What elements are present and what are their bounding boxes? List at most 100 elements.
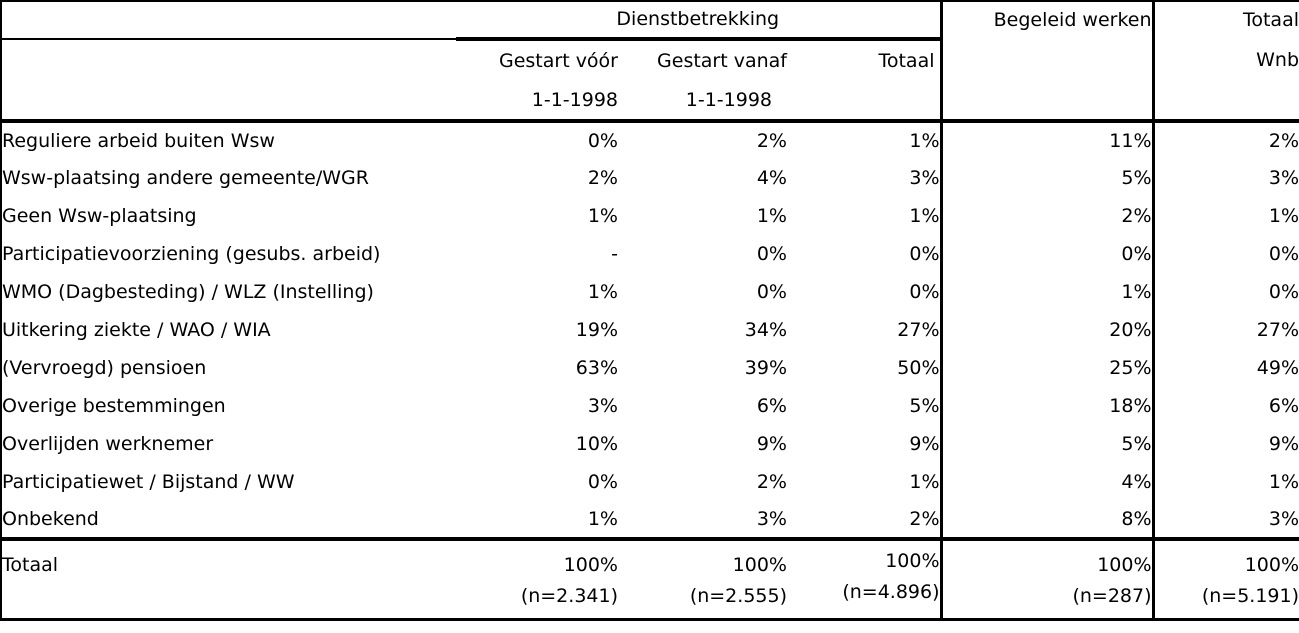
cell-gestart-voor: 2% [587,166,618,189]
empty-cell [939,39,1154,81]
footer-pct-gestart-voor: 100% [456,539,618,583]
cell-gestart-vanaf: 9% [756,432,787,455]
cell-totaal-wnb: 6% [1151,387,1299,425]
table-row: Participatiewet / Bijstand / WW 0% 2% 1%… [1,463,1299,501]
cell-gestart-voor: 63% [575,356,618,379]
row-label: Geen Wsw-plaatsing [2,204,197,227]
empty-corner-cell [1,1,456,40]
cell-gestart-voor: 1% [587,280,618,303]
row-label: Participatiewet / Bijstand / WW [2,470,295,493]
row-label: Uitkering ziekte / WAO / WIA [2,318,271,341]
cell-dienstbetrekking-totaal: 5% [909,394,940,417]
cell-begeleid-werken: 2% [939,197,1154,235]
cell-totaal-wnb: 1% [1151,197,1299,235]
cell-totaal-wnb: 1% [1151,463,1299,501]
table-row: Reguliere arbeid buiten Wsw 0% 2% 1% 11%… [1,121,1299,159]
cell-gestart-voor: 3% [587,394,618,417]
cell-dienstbetrekking-totaal: 0% [909,242,940,265]
footer-pct-value: 100% [1244,554,1299,577]
column-header-begeleid-werken: Begeleid werken [939,1,1154,39]
cell-dienstbetrekking-totaal: 3% [909,166,940,189]
empty-cell [1151,81,1299,123]
column-header-gestart-vanaf: Gestart vanaf [657,49,787,72]
table-row: Onbekend 1% 3% 2% 8% 3% [1,501,1299,541]
table-footer: Totaal 100% 100% 100% 100% 100% (n=2.341… [1,539,1299,619]
footer-pct-gestart-vanaf: 100% [618,539,787,583]
table-row: Overlijden werknemer 10% 9% 9% 5% 9% [1,425,1299,463]
table-row: WMO (Dagbesteding) / WLZ (Instelling) 1%… [1,273,1299,311]
header-sub-row-1: Gestart vóór Gestart vanaf Totaal Wnb [1,39,1299,81]
empty-cell [787,81,942,123]
footer-n-row: (n=2.341) (n=2.555) (n=4.896) (n=287) (n… [1,581,1299,619]
footer-pct-value: 100% [1097,554,1152,577]
row-label: Overige bestemmingen [2,394,226,417]
empty-cell [1,583,456,619]
footer-n-dienstbetrekking-totaal: (n=4.896) [787,581,941,619]
column-group-dienstbetrekking: Dienstbetrekking [456,1,942,41]
cell-gestart-voor: 10% [575,432,618,455]
cell-gestart-vanaf: 1% [756,204,787,227]
footer-pct-begeleid-werken: 100% [939,539,1154,583]
row-label: Participatievoorziening (gesubs. arbeid) [2,242,381,265]
cell-begeleid-werken: 25% [939,349,1154,387]
cell-begeleid-werken: 20% [939,311,1154,349]
cell-totaal-wnb: 3% [1151,501,1299,541]
column-header-gestart-voor: Gestart vóór [498,49,618,72]
footer-pct-value: 100% [885,550,940,573]
cell-gestart-voor: 0% [587,470,618,493]
footer-pct-value: 100% [563,554,618,577]
cell-gestart-vanaf: 34% [744,318,787,341]
footer-n-value: (n=2.555) [689,585,787,607]
table-row: Uitkering ziekte / WAO / WIA 19% 34% 27%… [1,311,1299,349]
footer-pct-value: 100% [732,554,787,577]
table-row: Wsw-plaatsing andere gemeente/WGR 2% 4% … [1,159,1299,197]
cell-gestart-vanaf: 3% [618,501,787,541]
cell-gestart-vanaf: 2% [756,129,787,152]
table-row: Participatievoorziening (gesubs. arbeid)… [1,235,1299,273]
footer-n-value: (n=4.896) [842,581,940,603]
row-label: WMO (Dagbesteding) / WLZ (Instelling) [2,280,374,303]
row-label: Wsw-plaatsing andere gemeente/WGR [2,166,369,189]
cell-begeleid-werken: 5% [939,159,1154,197]
cell-gestart-vanaf: 39% [744,356,787,379]
column-header-gestart-voor-date: 1-1-1998 [456,81,618,123]
cell-begeleid-werken: 4% [939,463,1154,501]
cell-gestart-voor: 0% [587,129,618,152]
cell-gestart-vanaf: 2% [756,470,787,493]
empty-cell [1,81,456,123]
table-row: Geen Wsw-plaatsing 1% 1% 1% 2% 1% [1,197,1299,235]
cell-totaal-wnb: 0% [1151,235,1299,273]
header-group-row: Dienstbetrekking Begeleid werken Totaal [1,1,1299,41]
footer-n-begeleid-werken: (n=287) [939,583,1154,619]
cell-gestart-voor: - [611,242,618,265]
cell-begeleid-werken: 11% [939,121,1154,159]
row-label: Overlijden werknemer [2,432,214,455]
footer-n-totaal-wnb: (n=5.191) [1151,583,1299,619]
empty-cell [1,39,456,81]
cell-gestart-voor: 1% [456,501,618,541]
cell-totaal-wnb: 49% [1151,349,1299,387]
cell-gestart-vanaf: 0% [756,242,787,265]
cell-dienstbetrekking-totaal: 1% [909,470,940,493]
table-row: Overige bestemmingen 3% 6% 5% 18% 6% [1,387,1299,425]
column-header-gestart-vanaf-date: 1-1-1998 [618,81,787,123]
table-body: Reguliere arbeid buiten Wsw 0% 2% 1% 11%… [1,121,1299,541]
cell-dienstbetrekking-totaal: 50% [897,356,940,379]
cell-totaal-wnb: 27% [1151,311,1299,349]
header-sub-row-2: 1-1-1998 1-1-1998 [1,81,1299,123]
cell-dienstbetrekking-totaal: 2% [787,501,942,541]
footer-label: Totaal [2,554,59,577]
footer-percent-row: Totaal 100% 100% 100% 100% 100% [1,539,1299,583]
empty-cell [939,81,1154,123]
table-row: (Vervroegd) pensioen 63% 39% 50% 25% 49% [1,349,1299,387]
column-header-wnb: Wnb [1151,39,1299,81]
cell-begeleid-werken: 5% [939,425,1154,463]
cell-begeleid-werken: 0% [939,235,1154,273]
footer-n-gestart-vanaf: (n=2.555) [618,583,787,619]
footer-pct-dienstbetrekking-totaal: 100% [787,539,941,583]
row-label: (Vervroegd) pensioen [2,356,207,379]
cell-gestart-voor: 19% [575,318,618,341]
cell-gestart-vanaf: 6% [756,394,787,417]
